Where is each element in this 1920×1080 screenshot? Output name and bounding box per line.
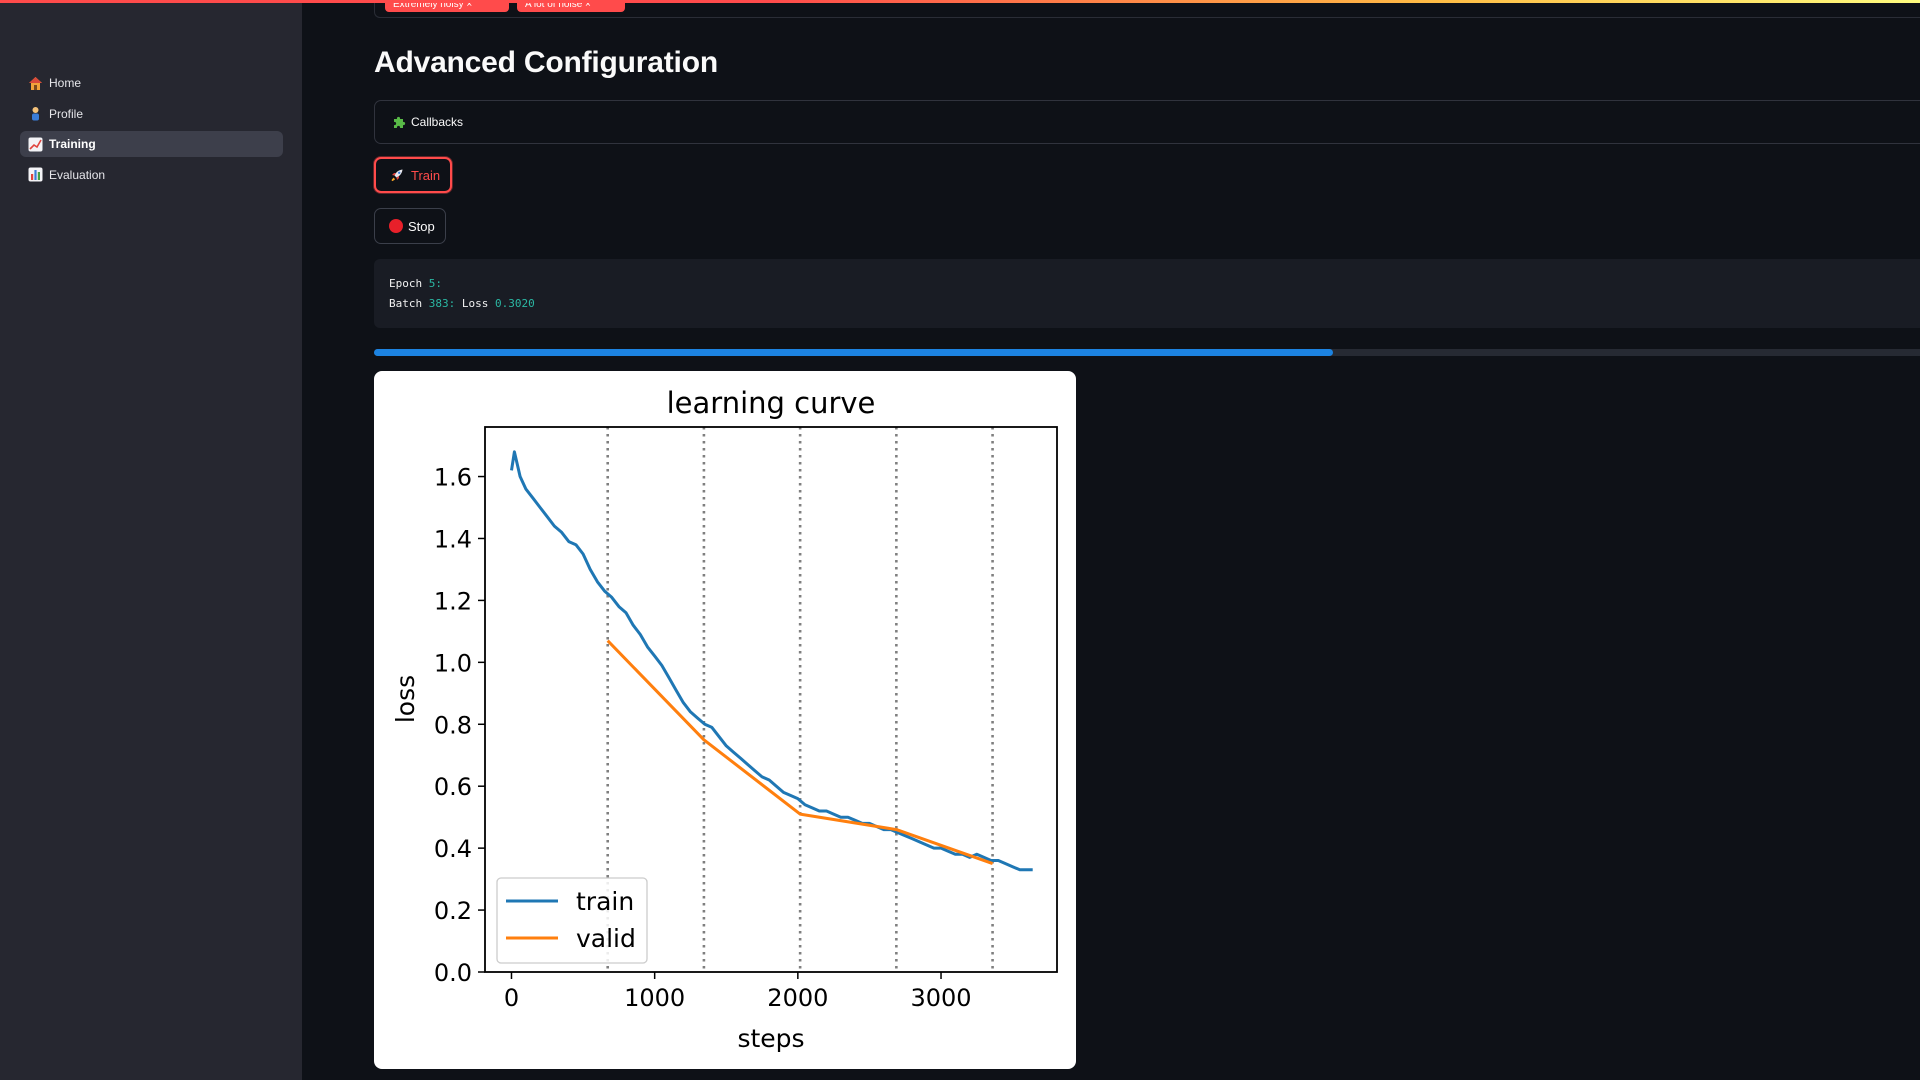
- sidebar-nav: Home Profile Training Evaluation: [20, 70, 283, 192]
- learning-curve-chart: learning curve 0 1000 2000 3000 0.0 0.2 0.4 0.6…: [374, 371, 1076, 1069]
- person-icon: [28, 106, 43, 121]
- sidebar-item-label: Training: [49, 137, 96, 151]
- stop-button-label: Stop: [408, 218, 435, 234]
- y-tick-label: 1.0: [434, 649, 472, 677]
- log-line-batch: Batch 383: Loss 0.3020: [389, 294, 1920, 314]
- chart-increasing-icon: [28, 137, 43, 152]
- sidebar-item-home[interactable]: Home: [20, 70, 283, 96]
- x-axis-label: steps: [737, 1024, 804, 1053]
- legend-box: [496, 877, 648, 964]
- x-tick-label: 2000: [767, 984, 828, 1012]
- train-button[interactable]: Train: [374, 157, 453, 193]
- sidebar-item-label: Profile: [49, 106, 84, 121]
- y-tick-label: 1.2: [434, 587, 472, 615]
- epoch-label: Epoch: [389, 277, 423, 290]
- x-tick-label: 0: [504, 984, 519, 1012]
- main-content: Extremely noisy × A lot of noise × Advan…: [374, 0, 1920, 1080]
- bar-chart-icon: [28, 167, 43, 182]
- legend-label-train: train: [576, 887, 634, 916]
- plot-frame: [484, 426, 1058, 973]
- multiselect-tags[interactable]: Extremely noisy × A lot of noise ×: [374, 0, 1920, 18]
- y-tick-label: 0.4: [434, 835, 472, 863]
- chart-title: learning curve: [667, 386, 876, 420]
- tag-chip[interactable]: A lot of noise ×: [517, 0, 625, 12]
- sidebar-item-label: Evaluation: [49, 167, 106, 182]
- house-icon: [28, 76, 43, 91]
- progress-bar-fill: [374, 349, 1333, 356]
- red-circle-icon: [389, 219, 403, 233]
- y-tick-label: 0.0: [434, 959, 472, 987]
- y-tick-label: 0.6: [434, 773, 472, 801]
- colon: :: [448, 297, 456, 310]
- puzzle-icon: [392, 115, 406, 129]
- callbacks-expander[interactable]: Callbacks: [374, 100, 1920, 144]
- loss-value: 0.3020: [495, 297, 535, 310]
- expander-label: Callbacks: [411, 115, 464, 129]
- tag-chip[interactable]: Extremely noisy ×: [385, 0, 509, 12]
- loss-label: Loss: [461, 297, 489, 310]
- legend: train valid: [496, 877, 648, 964]
- chart-svg: learning curve 0 1000 2000 3000 0.0 0.2 0.4 0.6…: [391, 386, 1058, 1053]
- x-tick-label: 3000: [910, 984, 971, 1012]
- y-tick-label: 1.4: [434, 525, 472, 553]
- batch-value: 383: [428, 297, 449, 310]
- series-line-train: [510, 450, 1033, 872]
- y-tick-label: 1.6: [434, 464, 472, 492]
- train-button-label: Train: [411, 167, 441, 183]
- epoch-value: 5: [428, 277, 436, 290]
- rocket-icon: [390, 168, 404, 182]
- sidebar-item-profile[interactable]: Profile: [20, 101, 283, 127]
- batch-label: Batch: [389, 297, 423, 310]
- stop-button[interactable]: Stop: [374, 208, 446, 244]
- progress-bar: [374, 349, 1920, 356]
- colon: :: [435, 277, 442, 290]
- log-line-epoch: Epoch 5:: [389, 274, 1920, 294]
- x-tick-label: 1000: [624, 984, 685, 1012]
- legend-label-valid: valid: [576, 924, 636, 953]
- y-tick-label: 0.8: [434, 711, 472, 739]
- sidebar: Home Profile Training Evaluation: [0, 0, 302, 1080]
- series-line-valid: [606, 639, 994, 866]
- training-log: Epoch 5: Batch 383: Loss 0.3020: [374, 259, 1920, 328]
- y-tick-label: 0.2: [434, 897, 472, 925]
- top-decoration-bar: [0, 0, 1920, 3]
- sidebar-item-training[interactable]: Training: [20, 131, 283, 157]
- y-axis-label: loss: [391, 675, 420, 723]
- sidebar-item-evaluation[interactable]: Evaluation: [20, 162, 283, 188]
- page-title: Advanced Configuration: [374, 46, 718, 79]
- sidebar-item-label: Home: [49, 76, 82, 90]
